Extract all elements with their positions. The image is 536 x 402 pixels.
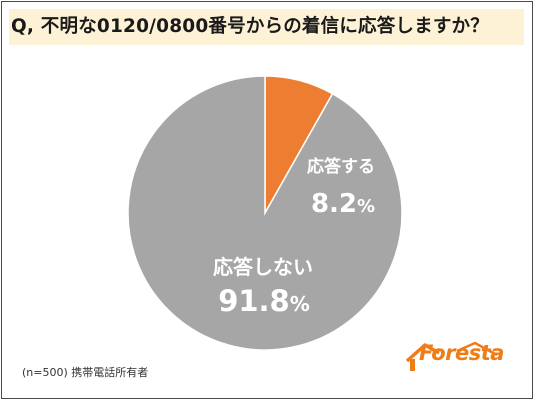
pie-slice-not-respond [127,75,403,351]
slice-value-not-respond-unit: % [290,292,310,316]
slice-label-not-respond: 応答しない [213,255,313,279]
slice-label-respond: 応答する [307,156,375,177]
slice-value-respond: 8.2% [311,189,375,219]
chart-title: Q, 不明な0120/0800番号からの着信に応答しますか？ [11,16,489,37]
logo-text: Foresta [419,341,504,365]
slice-value-respond-unit: % [357,196,375,217]
foresta-logo: Foresta [403,339,504,373]
slice-value-not-respond: 91.8% [218,284,310,318]
slice-value-not-respond-number: 91.8 [218,284,290,318]
title-bar: Q, 不明な0120/0800番号からの着信に応答しますか？ [9,9,524,45]
logo-house-icon [405,341,498,371]
sample-note: (n=500) 携帯電話所有者 [22,366,149,379]
slice-value-respond-number: 8.2 [311,189,357,219]
